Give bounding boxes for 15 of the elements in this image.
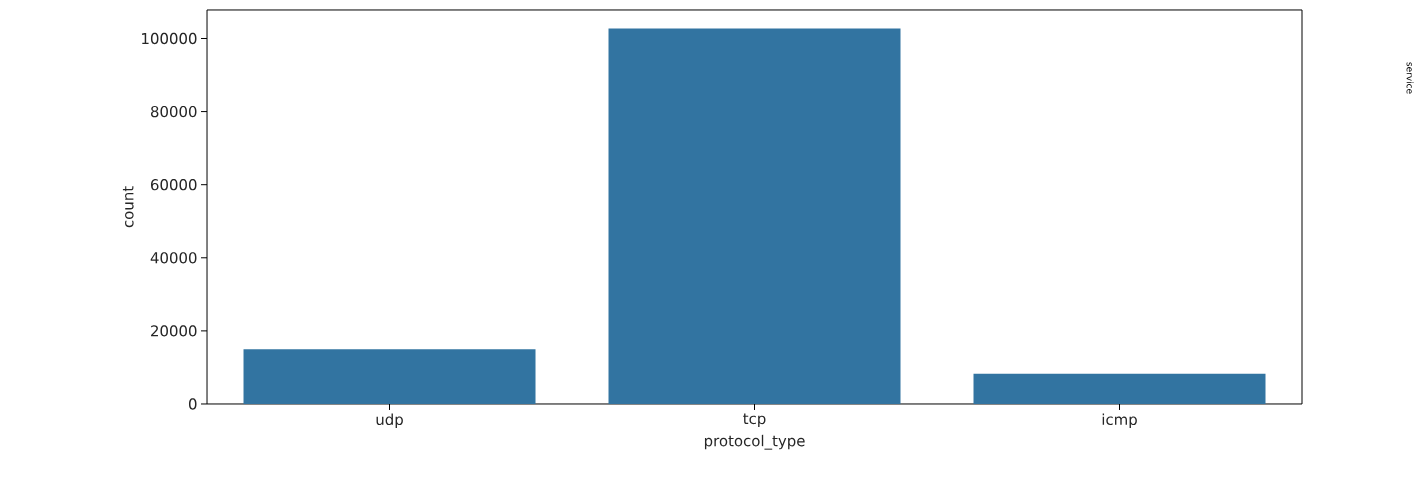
- bar: [608, 28, 901, 404]
- y-tick-label: 0: [188, 398, 197, 410]
- bar: [973, 373, 1266, 404]
- y-axis-title: count: [122, 186, 134, 228]
- x-tick-label: icmp: [1102, 413, 1137, 428]
- y-tick-label: 80000: [150, 105, 197, 118]
- y-tick-label: 40000: [150, 252, 197, 264]
- text: service: [1406, 62, 1414, 94]
- x-tick-label: udp: [376, 413, 403, 428]
- y-tick-label: 20000: [151, 325, 197, 337]
- x-tick-label: tcp: [743, 413, 766, 428]
- bar: [243, 349, 536, 404]
- x-axis-title: protocol_type: [704, 434, 805, 450]
- y-tick-label: 60000: [151, 179, 197, 191]
- y-tick-label: 100000: [142, 32, 197, 45]
